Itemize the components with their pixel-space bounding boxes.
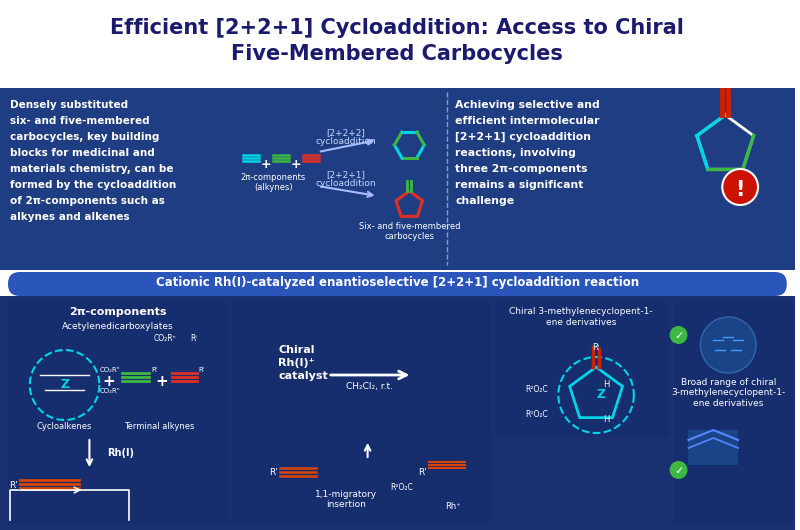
Text: R⁰O₂C: R⁰O₂C [526, 410, 549, 419]
Text: Broad range of chiral
3-methylenecyclopent-1-
ene derivatives: Broad range of chiral 3-methylenecyclope… [671, 378, 786, 408]
Text: materials chemistry, can be: materials chemistry, can be [10, 164, 174, 174]
Text: three 2π-components: three 2π-components [455, 164, 587, 174]
Text: !: ! [735, 180, 745, 200]
Text: six- and five-membered: six- and five-membered [10, 116, 150, 126]
Text: 2π-components
(alkynes): 2π-components (alkynes) [241, 173, 306, 192]
Text: Cationic Rh(I)-catalyzed enantioselective [2+2+1] cycloaddition reaction: Cationic Rh(I)-catalyzed enantioselectiv… [156, 276, 639, 289]
Bar [494, 302, 669, 437]
Text: Chiral: Chiral [278, 345, 314, 355]
Bar [233, 302, 490, 524]
Text: R': R' [270, 468, 278, 477]
Text: R²O₂C: R²O₂C [526, 385, 549, 394]
Text: CO₂Rⁿ: CO₂Rⁿ [100, 388, 120, 394]
Text: Terminal alkynes: Terminal alkynes [124, 422, 194, 431]
Bar [0, 0, 794, 88]
Text: Rⁱ: Rⁱ [190, 334, 197, 343]
Text: 2π-components: 2π-components [70, 307, 167, 317]
Text: +: + [102, 375, 114, 390]
Text: carbocycles, key building: carbocycles, key building [10, 132, 159, 142]
FancyBboxPatch shape [8, 272, 787, 296]
Text: Efficient [2+2+1] Cycloaddition: Access to Chiral: Efficient [2+2+1] Cycloaddition: Access … [110, 18, 684, 38]
Text: catalyst: catalyst [278, 371, 328, 381]
Text: efficient intermolecular: efficient intermolecular [455, 116, 599, 126]
Text: alkynes and alkenes: alkynes and alkenes [10, 212, 130, 222]
Text: ✓: ✓ [674, 466, 683, 476]
Bar [674, 302, 793, 524]
Circle shape [670, 461, 687, 479]
Text: Rⁱ: Rⁱ [593, 343, 600, 352]
Text: Rh(I): Rh(I) [107, 448, 134, 458]
Text: [2+2+1] cycloaddition: [2+2+1] cycloaddition [455, 132, 591, 142]
Text: R': R' [418, 468, 427, 477]
Text: Z: Z [60, 378, 69, 392]
Text: Cycloalkenes: Cycloalkenes [37, 422, 92, 431]
Text: R': R' [9, 481, 18, 490]
Circle shape [701, 317, 756, 373]
Circle shape [722, 169, 758, 205]
Text: Rh⁺: Rh⁺ [445, 502, 461, 511]
Circle shape [670, 326, 687, 344]
Text: cycloaddition: cycloaddition [315, 137, 376, 146]
Text: [2+2+2]: [2+2+2] [326, 128, 365, 137]
Text: Densely substituted: Densely substituted [10, 100, 128, 110]
Text: ✓: ✓ [674, 331, 683, 341]
Text: formed by the cycloaddition: formed by the cycloaddition [10, 180, 176, 190]
Text: of 2π-components such as: of 2π-components such as [10, 196, 165, 206]
Text: +: + [155, 375, 168, 390]
Text: CH₂Cl₂, r.t.: CH₂Cl₂, r.t. [346, 382, 393, 391]
Bar [689, 430, 738, 465]
Text: Achieving selective and: Achieving selective and [455, 100, 600, 110]
Text: cycloaddition: cycloaddition [315, 179, 376, 188]
Text: blocks for medicinal and: blocks for medicinal and [10, 148, 154, 158]
Text: +: + [290, 158, 302, 171]
Text: H: H [603, 415, 610, 424]
Text: R²O₂C: R²O₂C [390, 483, 413, 492]
Text: Five-Membered Carbocycles: Five-Membered Carbocycles [231, 44, 563, 64]
Text: challenge: challenge [455, 196, 514, 206]
Text: [2+2+1]: [2+2+1] [326, 170, 366, 179]
Text: Rh(I)⁺: Rh(I)⁺ [278, 358, 314, 368]
Text: ene derivatives: ene derivatives [546, 318, 616, 327]
Text: H: H [603, 380, 610, 389]
Text: Z: Z [597, 388, 606, 402]
Text: 1,1-migratory
insertion: 1,1-migratory insertion [314, 490, 377, 509]
Bar [8, 302, 229, 524]
Text: reactions, involving: reactions, involving [455, 148, 576, 158]
Bar [0, 88, 794, 270]
Text: Acetylenedicarboxylates: Acetylenedicarboxylates [62, 322, 174, 331]
Text: Rⁱ: Rⁱ [151, 367, 157, 373]
Text: remains a significant: remains a significant [455, 180, 583, 190]
Text: +: + [261, 158, 271, 171]
Text: Chiral 3-methylenecyclopent-1-: Chiral 3-methylenecyclopent-1- [510, 307, 653, 316]
Bar [0, 296, 794, 530]
Text: Six- and five-membered
carbocycles: Six- and five-membered carbocycles [358, 222, 460, 241]
Text: Rⁱ: Rⁱ [198, 367, 205, 373]
Text: CO₂Rⁿ: CO₂Rⁿ [100, 367, 120, 373]
Text: CO₂Rⁿ: CO₂Rⁿ [154, 334, 177, 343]
